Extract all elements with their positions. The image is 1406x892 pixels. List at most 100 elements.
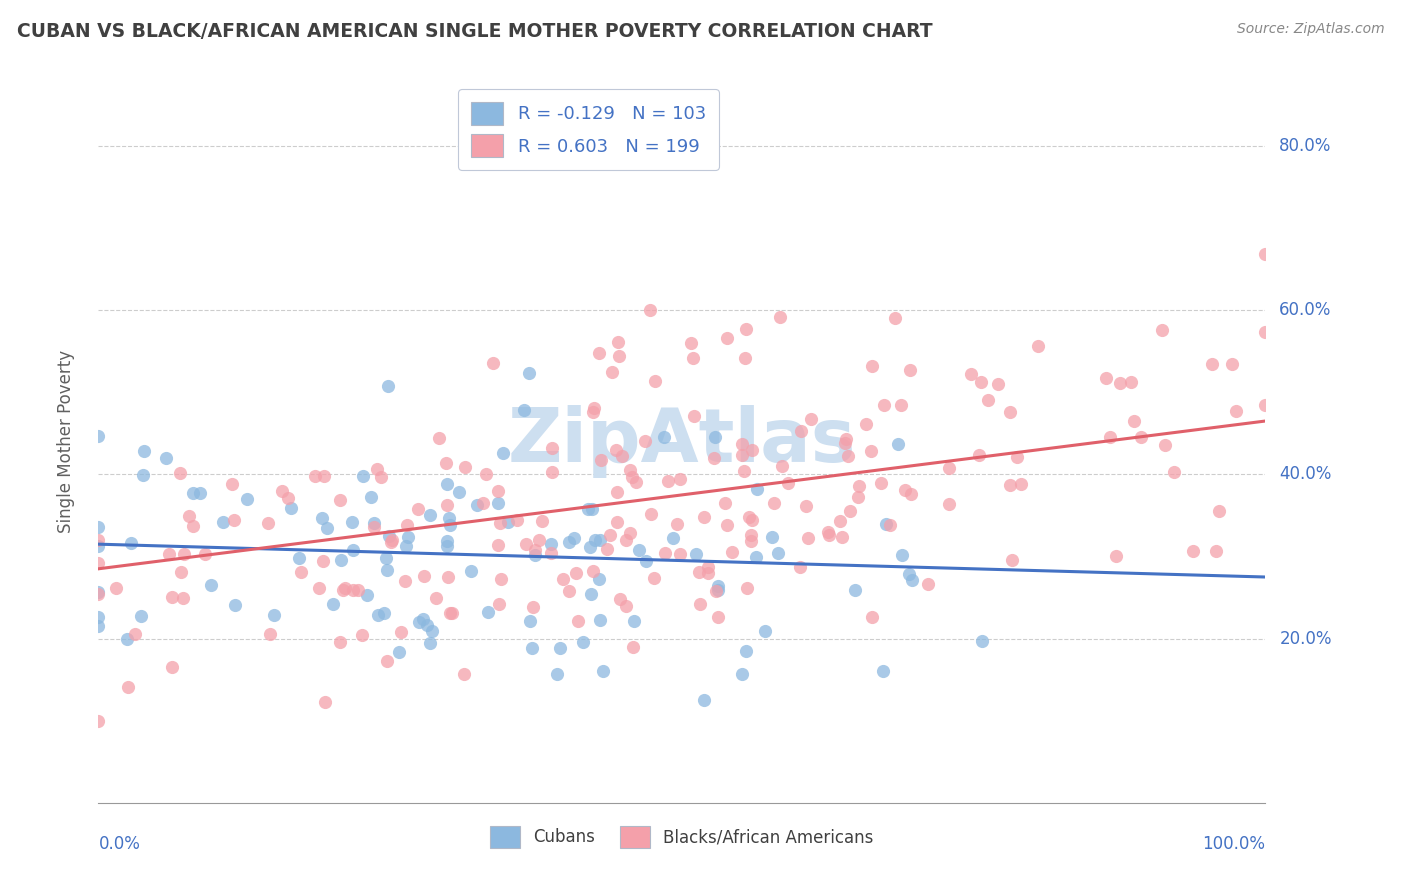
Point bbox=[434, 456, 457, 470]
Point bbox=[257, 516, 280, 531]
Point bbox=[837, 449, 859, 463]
Point bbox=[790, 425, 813, 439]
Point bbox=[643, 571, 665, 585]
Point bbox=[662, 532, 685, 546]
Point bbox=[169, 467, 191, 481]
Point bbox=[558, 535, 581, 549]
Point bbox=[1094, 370, 1116, 384]
Point bbox=[977, 392, 1000, 407]
Point bbox=[471, 496, 494, 510]
Point bbox=[624, 475, 647, 489]
Point bbox=[589, 613, 612, 627]
Point bbox=[738, 510, 761, 524]
Point bbox=[335, 582, 357, 596]
Point bbox=[377, 529, 399, 543]
Point bbox=[623, 614, 645, 628]
Point bbox=[576, 501, 599, 516]
Point bbox=[342, 516, 364, 530]
Text: 80.0%: 80.0% bbox=[1279, 137, 1331, 155]
Point bbox=[606, 484, 628, 499]
Point bbox=[412, 569, 434, 583]
Point bbox=[87, 714, 110, 728]
Text: 100.0%: 100.0% bbox=[1202, 835, 1265, 854]
Point bbox=[314, 695, 336, 709]
Point bbox=[1254, 247, 1277, 261]
Point bbox=[890, 398, 912, 412]
Point bbox=[388, 645, 411, 659]
Point bbox=[884, 311, 907, 326]
Point bbox=[796, 499, 818, 513]
Point bbox=[579, 541, 602, 555]
Point bbox=[761, 530, 783, 544]
Point bbox=[591, 453, 613, 467]
Point bbox=[1163, 465, 1185, 479]
Point bbox=[367, 607, 389, 622]
Point bbox=[800, 412, 823, 426]
Point bbox=[453, 667, 475, 681]
Point bbox=[352, 628, 374, 642]
Point bbox=[436, 540, 458, 554]
Point bbox=[734, 322, 756, 336]
Point bbox=[846, 491, 869, 505]
Point bbox=[754, 624, 776, 639]
Point bbox=[375, 551, 398, 566]
Point bbox=[609, 592, 631, 607]
Point bbox=[582, 404, 605, 418]
Point bbox=[644, 374, 666, 388]
Point bbox=[621, 469, 644, 483]
Point bbox=[271, 483, 294, 498]
Point bbox=[640, 507, 662, 521]
Point bbox=[519, 614, 541, 628]
Legend: Cubans, Blacks/African Americans: Cubans, Blacks/African Americans bbox=[482, 818, 882, 856]
Text: 60.0%: 60.0% bbox=[1279, 301, 1331, 319]
Point bbox=[707, 583, 730, 598]
Point bbox=[221, 477, 243, 491]
Point bbox=[562, 531, 585, 545]
Point bbox=[652, 430, 675, 444]
Point bbox=[890, 549, 912, 563]
Point bbox=[496, 515, 519, 529]
Point bbox=[87, 557, 110, 571]
Point bbox=[179, 508, 201, 523]
Point bbox=[540, 546, 562, 560]
Point bbox=[425, 591, 447, 606]
Point bbox=[342, 543, 364, 558]
Point bbox=[513, 402, 536, 417]
Point bbox=[529, 533, 551, 547]
Point bbox=[329, 635, 352, 649]
Point bbox=[740, 534, 762, 549]
Point bbox=[87, 539, 110, 553]
Point bbox=[489, 516, 512, 530]
Point bbox=[558, 583, 581, 598]
Point bbox=[395, 540, 418, 554]
Point bbox=[396, 518, 419, 533]
Point bbox=[1201, 357, 1223, 371]
Point bbox=[373, 606, 395, 620]
Point bbox=[735, 644, 758, 658]
Point bbox=[134, 443, 156, 458]
Point bbox=[460, 564, 482, 578]
Point bbox=[898, 363, 921, 377]
Point bbox=[377, 379, 399, 393]
Point bbox=[224, 599, 246, 613]
Point bbox=[541, 441, 564, 455]
Point bbox=[731, 666, 754, 681]
Point bbox=[87, 587, 110, 601]
Point bbox=[1026, 339, 1049, 353]
Point bbox=[427, 431, 450, 445]
Point bbox=[290, 565, 312, 579]
Point bbox=[693, 509, 716, 524]
Point bbox=[87, 429, 110, 443]
Point bbox=[879, 518, 901, 533]
Point bbox=[541, 465, 564, 479]
Point bbox=[706, 583, 728, 598]
Point bbox=[550, 640, 572, 655]
Point bbox=[162, 590, 184, 604]
Point bbox=[520, 640, 543, 655]
Point bbox=[193, 548, 215, 562]
Point bbox=[420, 624, 443, 639]
Point bbox=[157, 547, 180, 561]
Point bbox=[477, 605, 499, 619]
Point bbox=[524, 548, 547, 562]
Point bbox=[332, 583, 354, 598]
